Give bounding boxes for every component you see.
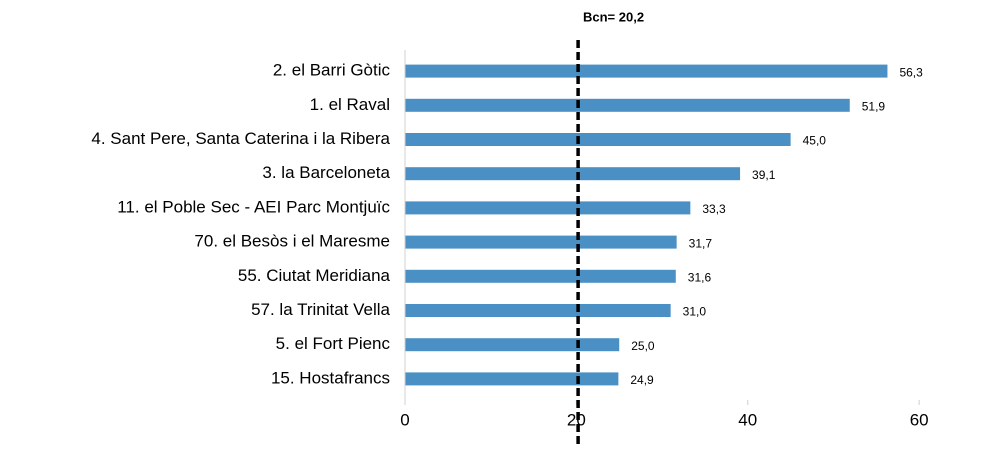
x-tick-label: 40 bbox=[738, 410, 757, 429]
category-label: 5. el Fort Pienc bbox=[276, 334, 391, 353]
value-label: 25,0 bbox=[631, 339, 655, 353]
category-label: 2. el Barri Gòtic bbox=[273, 61, 391, 80]
x-tick-label: 60 bbox=[910, 410, 929, 429]
value-label: 39,1 bbox=[752, 168, 776, 182]
category-label: 1. el Raval bbox=[310, 95, 390, 114]
value-label: 56,3 bbox=[899, 65, 923, 79]
value-label: 31,6 bbox=[688, 270, 712, 284]
category-label: 4. Sant Pere, Santa Caterina i la Ribera bbox=[91, 129, 390, 148]
category-label: 55. Ciutat Meridiana bbox=[238, 266, 391, 285]
bar bbox=[405, 372, 619, 386]
value-label: 45,0 bbox=[803, 134, 827, 148]
category-label: 70. el Besòs i el Maresme bbox=[194, 232, 390, 251]
bar bbox=[405, 235, 677, 249]
bar bbox=[405, 338, 620, 352]
value-label: 51,9 bbox=[862, 99, 886, 113]
value-label: 33,3 bbox=[702, 202, 726, 216]
value-label: 31,0 bbox=[683, 305, 707, 319]
bar bbox=[405, 98, 850, 112]
bar bbox=[405, 304, 671, 317]
category-label: 15. Hostafrancs bbox=[271, 368, 390, 387]
bar bbox=[405, 64, 888, 78]
bar bbox=[405, 201, 691, 215]
x-tick-label: 0 bbox=[400, 410, 409, 429]
value-label: 24,9 bbox=[630, 373, 654, 387]
bar bbox=[405, 269, 676, 283]
category-label: 11. el Poble Sec - AEI Parc Montjuïc bbox=[117, 197, 390, 216]
category-label: 57. la Trinitat Vella bbox=[251, 300, 390, 319]
reference-label: Bcn= 20,2 bbox=[583, 9, 644, 24]
bar bbox=[405, 167, 741, 181]
category-label: 3. la Barceloneta bbox=[262, 163, 390, 182]
value-label: 31,7 bbox=[689, 236, 713, 250]
bar bbox=[405, 133, 791, 146]
